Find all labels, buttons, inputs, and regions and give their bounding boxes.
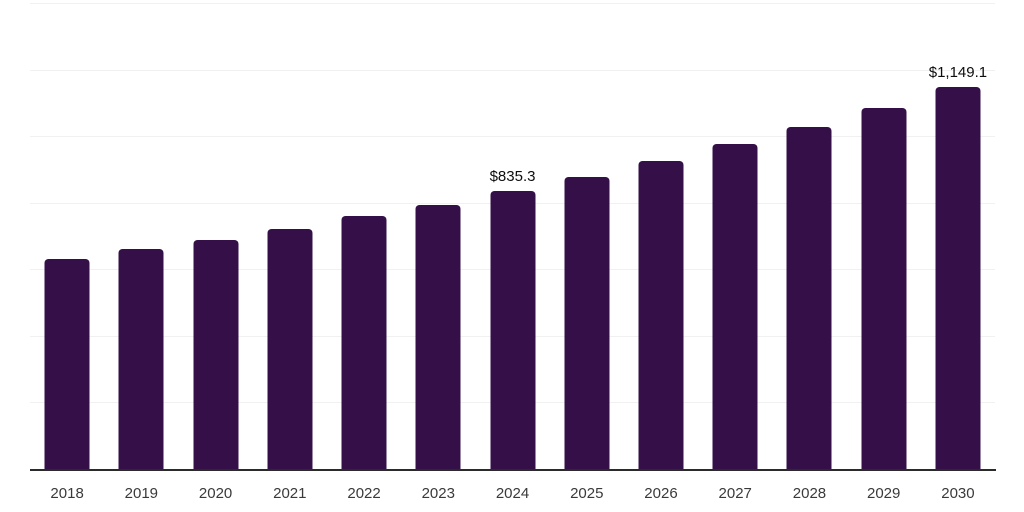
bar-2023 <box>415 204 461 469</box>
x-tick-2025: 2025 <box>570 485 604 502</box>
x-tick-2021: 2021 <box>273 485 307 502</box>
bar-band-2029 <box>847 3 921 469</box>
bar-band-2027 <box>698 3 772 469</box>
gridline <box>30 3 995 4</box>
x-tick-2018: 2018 <box>50 485 84 502</box>
bar-band-2024: $835.3 <box>475 3 549 469</box>
bar-2030 <box>935 86 981 469</box>
bar-2028 <box>786 126 832 469</box>
bar-value-label-2030: $1,149.1 <box>928 63 988 81</box>
x-tick-2029: 2029 <box>867 485 901 502</box>
bar-2022 <box>341 216 387 469</box>
bar-2025 <box>564 177 610 469</box>
gridline <box>30 136 995 138</box>
bar-2024 <box>490 190 536 469</box>
bar-band-2020 <box>178 3 252 469</box>
x-tick-2026: 2026 <box>644 485 678 502</box>
bar-value-label-2024: $835.3 <box>489 167 536 185</box>
bar-band-2021 <box>253 3 327 469</box>
x-tick-2022: 2022 <box>347 485 381 502</box>
bar-2019 <box>118 248 164 469</box>
gridline <box>30 69 995 71</box>
x-tick-2027: 2027 <box>718 485 752 502</box>
plot-area: $835.3 $1,149.1 <box>30 3 995 469</box>
bar-band-2023 <box>401 3 475 469</box>
bar-2020 <box>193 239 239 469</box>
bar-2018 <box>44 259 90 469</box>
x-axis-tick-labels: 2018 2019 2020 2021 2022 2023 2024 2025 2026 2027… <box>30 485 995 502</box>
bar-band-2019 <box>104 3 178 469</box>
x-tick-2024: 2024 <box>495 485 530 502</box>
bar-2029 <box>861 107 907 469</box>
bars-container: $835.3 $1,149.1 <box>30 3 995 469</box>
x-tick-2028: 2028 <box>792 485 827 502</box>
x-tick-2019: 2019 <box>124 485 159 502</box>
x-tick-2020: 2020 <box>198 485 233 502</box>
bar-band-2022 <box>327 3 401 469</box>
bar-band-2028 <box>772 3 846 469</box>
bar-2027 <box>712 144 758 469</box>
x-tick-2030: 2030 <box>941 485 975 502</box>
bar-band-2025 <box>550 3 624 469</box>
bar-band-2030: $1,149.1 <box>921 3 995 469</box>
bar-2021 <box>267 229 313 469</box>
bar-band-2018 <box>30 3 104 469</box>
x-tick-2023: 2023 <box>421 485 455 502</box>
bar-band-2026 <box>624 3 698 469</box>
x-axis-line <box>30 469 996 471</box>
bar-2026 <box>638 160 684 469</box>
